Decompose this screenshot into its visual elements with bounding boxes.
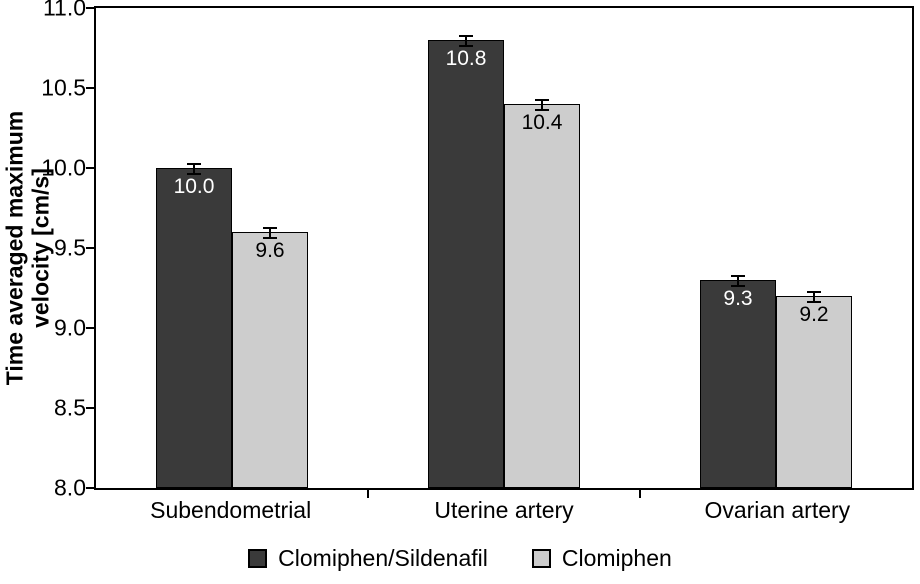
bar-clomiphen-sildenafil: 10.0	[156, 162, 232, 488]
y-tick-mark	[86, 327, 94, 330]
y-tick-label: 10.5	[41, 74, 86, 101]
error-bar	[535, 98, 549, 112]
y-tick-label: 9.0	[54, 314, 86, 341]
bar-clomiphen: 9.6	[232, 226, 308, 488]
y-tick-mark	[86, 487, 94, 489]
bar-clomiphen: 9.2	[776, 290, 852, 488]
y-axis-ticks: 8.0 8.5 9.0 9.5 10.0 10.5 11.0	[41, 0, 92, 501]
error-bar-part	[187, 162, 201, 165]
legend-swatch-dark	[248, 548, 268, 568]
bar-group: 9.3 9.2	[640, 8, 912, 488]
error-bar-part	[535, 98, 549, 101]
y-tick-label: 10.0	[41, 154, 86, 181]
error-bar	[459, 34, 473, 48]
error-bar-part	[263, 226, 277, 229]
legend-swatch-light	[531, 548, 551, 568]
y-tick-label: 8.0	[54, 474, 86, 501]
error-bar-part	[459, 45, 473, 48]
error-bar-part	[737, 274, 739, 288]
y-tick-mark	[86, 7, 94, 9]
error-bar	[731, 274, 745, 288]
bar-group: 10.0 9.6	[96, 8, 368, 488]
error-bar-part	[541, 98, 543, 112]
error-bar-part	[731, 285, 745, 288]
bar-clomiphen-sildenafil: 9.3	[700, 274, 776, 488]
bar-value-label: 9.3	[723, 287, 753, 310]
category-label-uterine-artery: Uterine artery	[434, 497, 574, 523]
error-bar	[807, 290, 821, 304]
y-tick-mark	[86, 247, 94, 249]
error-bar-part	[807, 301, 821, 304]
bar-value-label: 9.6	[255, 239, 285, 262]
bar-value-label: 10.8	[445, 47, 487, 70]
error-bar	[263, 226, 277, 240]
error-bar-part	[731, 274, 745, 277]
legend: Clomiphen/Sildenafil Clomiphen	[0, 538, 920, 578]
error-bar-part	[465, 34, 467, 48]
y-tick-mark	[86, 407, 94, 410]
legend-item-clomiphen: Clomiphen	[531, 544, 672, 572]
category-label-ovarian-artery: Ovarian artery	[704, 497, 851, 523]
error-bar-part	[459, 34, 473, 37]
bar-clomiphen: 10.4	[504, 98, 580, 488]
y-tick-mark	[86, 87, 94, 89]
category-label-subendometrial: Subendometrial	[150, 497, 312, 523]
error-bar-part	[535, 109, 549, 112]
legend-item-clomiphen-sildenafil: Clomiphen/Sildenafil	[248, 545, 488, 572]
error-bar-part	[187, 173, 201, 176]
legend-label: Clomiphen	[561, 544, 672, 571]
legend-label: Clomiphen/Sildenafil	[278, 544, 488, 571]
y-tick-label: 8.5	[54, 394, 86, 421]
y-tick-label: 9.5	[54, 234, 86, 261]
error-bar-part	[813, 290, 815, 304]
bar-value-label: 9.2	[799, 303, 829, 326]
error-bar-part	[807, 290, 821, 293]
x-tick-mark	[366, 490, 369, 498]
bar-value-label: 10.4	[521, 111, 563, 134]
error-bar	[187, 162, 201, 176]
y-tick-label: 11.0	[42, 0, 86, 21]
bar-group: 10.8 10.4	[368, 8, 640, 488]
error-bar-part	[193, 162, 195, 176]
error-bar-part	[263, 237, 277, 240]
bar-value-label: 10.0	[173, 175, 215, 199]
y-tick-mark	[86, 167, 94, 170]
x-tick-mark	[638, 490, 641, 498]
y-axis-title-text: Time averaged maximum velocity [cm/s]	[1, 110, 53, 386]
bar-clomiphen-sildenafil: 10.8	[428, 34, 504, 488]
plot-area: 10.0 9.6 10.8 10.4 9.3 9.2	[86, 6, 914, 498]
x-axis-labels: Subendometrial Uterine artery Ovarian ar…	[94, 493, 914, 527]
error-bar-part	[269, 226, 271, 240]
